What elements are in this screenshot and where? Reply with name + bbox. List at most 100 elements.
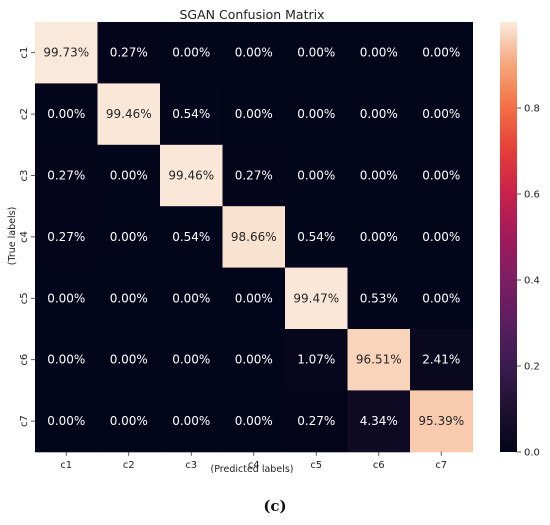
heatmap-cell [222,267,286,330]
heatmap-cells: 99.73% 0.27% 0.00% 0.00% 0.00% 0.00% 0.00% 0.00… [35,22,473,453]
cell-value-label: 0.00% [172,46,210,60]
heatmap-cell [160,267,223,330]
heatmap-cell [97,144,161,207]
x-tick-label: c3 [185,460,197,471]
cell-value-label: 0.00% [360,46,398,60]
cell-value-label: 0.00% [422,230,460,244]
x-tick-labels: c1 c2 c3 c4 c5 c6 c7 [60,451,447,471]
x-tick-label: c2 [123,460,135,471]
heatmap-cell [347,329,411,391]
heatmap-cell [410,144,473,207]
heatmap-cell [97,206,161,269]
cell-value-label: 0.00% [422,107,460,121]
y-tick-label: c3 [19,170,30,182]
heatmap-cell [347,390,411,453]
chart-title: SGAN Confusion Matrix [179,7,324,22]
heatmap-cell [410,22,473,84]
heatmap-cell [35,267,98,330]
cell-value-label: 0.00% [110,291,148,305]
heatmap-cell [410,390,473,453]
cell-value-label: 0.00% [235,107,273,121]
cell-value-label: 0.54% [172,107,210,121]
heatmap-cell [222,83,286,146]
heatmap-cell [222,22,286,84]
cell-value-label: 0.00% [110,230,148,244]
heatmap-cell [347,83,411,146]
cell-value-label: 96.51% [356,353,402,367]
cell-value-label: 0.00% [422,169,460,183]
heatmap-cell [97,83,161,146]
cell-value-label: 0.54% [172,230,210,244]
heatmap-cell [160,22,223,84]
cell-value-label: 99.46% [168,169,214,183]
cell-value-label: 0.00% [47,291,85,305]
y-axis-label: (True labels) [7,207,18,266]
colorbar-tick-label: 0.6 [524,190,540,201]
heatmap-cell [97,267,161,330]
heatmap-cell [35,390,98,453]
cell-value-label: 0.00% [110,169,148,183]
cell-value-label: 4.34% [360,414,398,428]
cell-value-label: 0.00% [110,414,148,428]
heatmap-cell [410,267,473,330]
cell-value-label: 98.66% [231,230,277,244]
cell-value-label: 0.00% [172,414,210,428]
heatmap-cell [285,83,348,146]
cell-value-label: 0.00% [172,291,210,305]
cell-value-label: 0.00% [297,169,335,183]
heatmap-cell [160,83,223,146]
cell-value-label: 0.27% [110,46,148,60]
cell-value-label: 0.00% [360,107,398,121]
x-axis-label: (Predicted labels) [211,464,294,475]
heatmap-cell [285,329,348,391]
cell-value-label: 0.53% [360,291,398,305]
heatmap-cell [160,329,223,391]
heatmap-cell [97,390,161,453]
x-tick-label: c7 [435,460,447,471]
heatmap-cell [285,22,348,84]
heatmap-cell [285,390,348,453]
cell-value-label: 95.39% [418,414,464,428]
x-tick-label: c5 [310,460,322,471]
cell-value-label: 0.00% [47,107,85,121]
heatmap-cell [222,206,286,269]
cell-value-label: 0.00% [297,46,335,60]
heatmap-cell [35,206,98,269]
confusion-matrix-figure: SGAN Confusion Matrix 99.73% 0.27% 0.00% 0.… [7,7,540,475]
heatmap-cell [285,267,348,330]
colorbar-ticks: 0.0 0.2 0.4 0.6 0.8 [517,104,540,459]
colorbar [500,22,517,452]
cell-value-label: 0.27% [47,169,85,183]
heatmap-cell [410,329,473,391]
cell-value-label: 0.00% [110,353,148,367]
cell-value-label: 2.41% [422,353,460,367]
y-tick-label: c2 [19,108,30,120]
cell-value-label: 99.73% [43,46,89,60]
cell-value-label: 0.00% [422,291,460,305]
x-tick-label: c4 [248,460,260,471]
colorbar-tick-label: 0.0 [524,448,540,459]
heatmap-cell [347,206,411,269]
cell-value-label: 0.00% [235,353,273,367]
heatmap-cell [410,206,473,269]
heatmap-cell [97,329,161,391]
colorbar-tick-label: 0.8 [524,104,540,115]
colorbar-tick-label: 0.2 [524,362,540,373]
heatmap-cell [35,144,98,207]
heatmap-cell [35,329,98,391]
heatmap-cell [35,22,98,84]
cell-value-label: 0.00% [235,46,273,60]
cell-value-label: 0.54% [297,230,335,244]
cell-value-label: 0.27% [47,230,85,244]
cell-value-label: 0.00% [360,169,398,183]
heatmap-cell [285,206,348,269]
heatmap-cell [160,206,223,269]
cell-value-label: 1.07% [297,353,335,367]
cell-value-label: 0.00% [422,46,460,60]
figure-caption: (c) [263,497,287,515]
heatmap-cell [160,144,223,207]
cell-value-label: 0.00% [172,353,210,367]
cell-value-label: 0.27% [297,414,335,428]
y-tick-label: c1 [19,47,30,59]
y-tick-label: c4 [19,231,30,243]
